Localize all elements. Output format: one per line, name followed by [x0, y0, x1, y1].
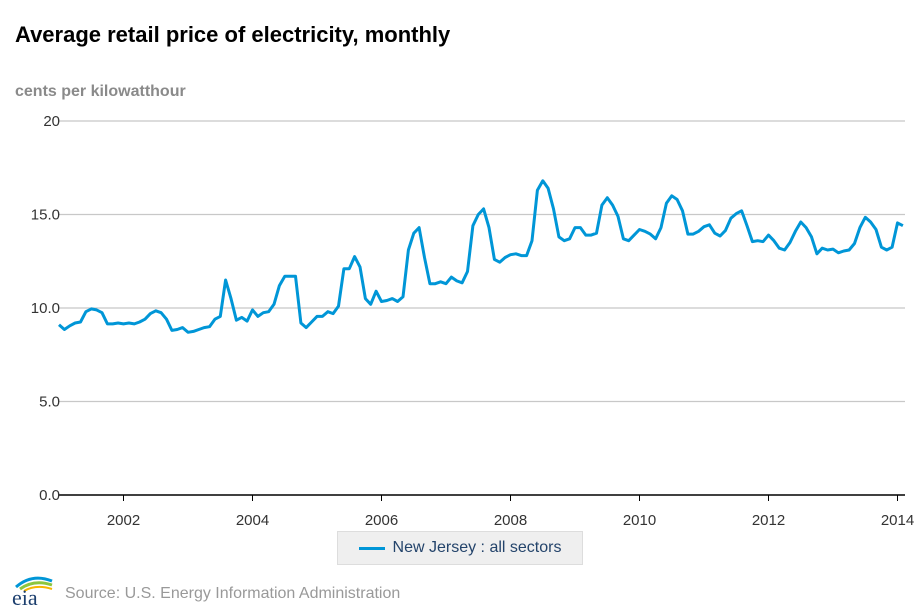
x-tick-label: 2012	[752, 512, 785, 529]
y-tick-label: 0.0	[39, 487, 60, 504]
y-tick-label: 15.0	[31, 207, 60, 224]
legend-label: New Jersey : all sectors	[392, 539, 562, 556]
svg-text:eia: eia	[12, 585, 38, 607]
series-line-new-jersey	[58, 179, 904, 334]
x-tick-label: 2010	[623, 512, 656, 529]
x-tick-label: 2008	[494, 512, 527, 529]
x-tick-label: 2006	[365, 512, 398, 529]
x-tick-label: 2002	[107, 512, 140, 529]
chart-title: Average retail price of electricity, mon…	[15, 22, 451, 47]
y-axis-ticks: 0.0 5.0 10.0 15.0 20	[31, 113, 60, 504]
legend-swatch	[358, 546, 385, 550]
source-note: Source: U.S. Energy Information Administ…	[65, 585, 401, 602]
y-axis-unit-label: cents per kilowatthour	[15, 83, 186, 100]
x-tick-label: 2004	[236, 512, 269, 529]
eia-logo: eia	[10, 573, 56, 612]
y-tick-label: 5.0	[39, 394, 60, 411]
legend[interactable]: New Jersey : all sectors	[337, 531, 583, 565]
gridlines	[58, 120, 905, 496]
x-tick-label: 2014	[881, 512, 914, 529]
x-axis-ticks: 2002 2004 2006 2008 2010 2012 2014	[107, 495, 914, 529]
y-tick-label: 20	[43, 113, 60, 130]
y-tick-label: 10.0	[31, 300, 60, 317]
